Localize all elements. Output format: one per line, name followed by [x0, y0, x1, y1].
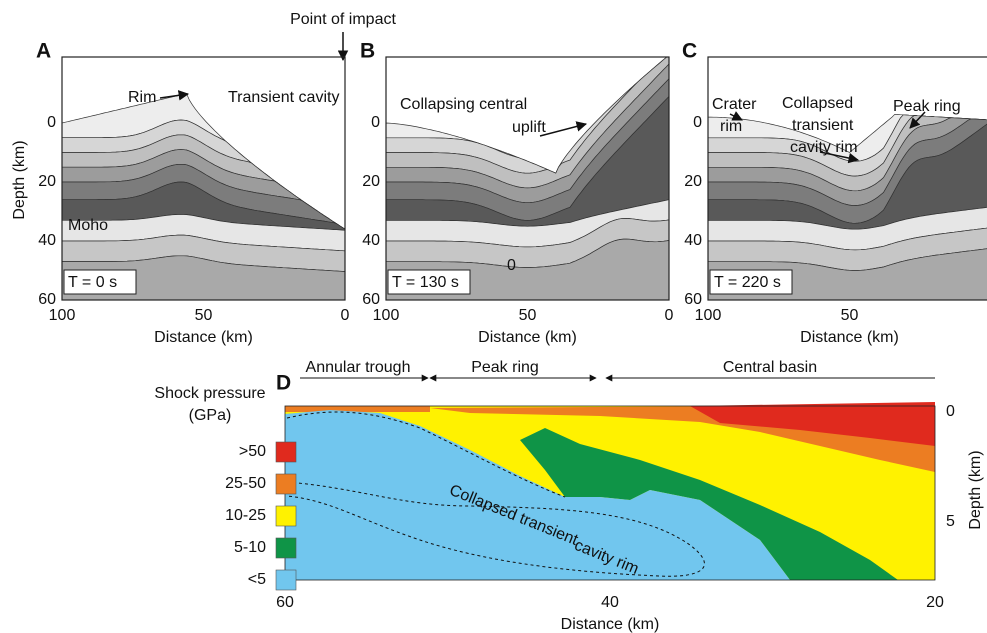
cross-section — [386, 57, 669, 300]
time-box — [63, 269, 137, 295]
panel-frame — [707, 56, 987, 301]
annotation: Rim — [128, 89, 156, 106]
y-tick-label: 0 — [946, 403, 955, 420]
x-axis-label: Distance (km) — [478, 329, 577, 346]
annotation: uplift — [512, 119, 546, 136]
y-tick-label: 40 — [684, 232, 702, 249]
y-tick-label: 60 — [362, 291, 380, 308]
time-label: T = 0 s — [68, 274, 117, 291]
x-tick-label: 100 — [373, 307, 400, 324]
x-tick-label: 0 — [341, 307, 350, 324]
legend-swatch — [275, 473, 297, 495]
annotation: transient — [792, 117, 854, 134]
panel-frame — [385, 56, 670, 301]
legend-swatch — [275, 569, 297, 591]
y-tick-label: 60 — [38, 291, 56, 308]
annotation: rim — [720, 118, 742, 135]
y-axis-label: Depth (km) — [11, 140, 28, 219]
zone-label: Peak ring — [471, 359, 539, 376]
legend-swatch — [275, 505, 297, 527]
pressure-zone — [285, 406, 430, 412]
arrow — [159, 90, 190, 101]
time-box — [387, 269, 471, 295]
y-tick-label: 40 — [362, 232, 380, 249]
arrow — [729, 111, 743, 121]
panel-label: C — [682, 40, 697, 63]
x-axis-label: Distance (km) — [154, 329, 253, 346]
y-tick-label: 40 — [38, 232, 56, 249]
legend-label: >50 — [239, 443, 266, 460]
y-tick-label: 60 — [684, 291, 702, 308]
annotation: Crater — [712, 96, 757, 113]
pressure-zone — [520, 428, 898, 580]
x-axis-label: Distance (km) — [561, 616, 660, 633]
panel-label: D — [276, 372, 291, 395]
annotation: Transient cavity — [228, 89, 339, 106]
annotation: Peak ring — [893, 98, 961, 115]
legend-label: <5 — [248, 571, 266, 588]
legend-label: 25-50 — [225, 475, 266, 492]
panel-label: B — [360, 40, 375, 63]
dashed-boundary — [286, 481, 705, 577]
legend-swatch — [275, 537, 297, 559]
legend-label: 10-25 — [225, 507, 266, 524]
annotation: Moho — [68, 217, 108, 234]
y-axis-label: Depth (km) — [967, 450, 984, 529]
x-tick-label: 50 — [519, 307, 537, 324]
y-tick-label: 0 — [693, 114, 702, 131]
x-tick-label: 40 — [601, 594, 619, 611]
annotation: 0 — [507, 257, 516, 274]
x-tick-label: 20 — [926, 594, 944, 611]
y-tick-label: 5 — [946, 513, 955, 530]
arrow — [539, 121, 588, 137]
panel-label: A — [36, 40, 51, 63]
y-tick-label: 0 — [47, 114, 56, 131]
pressure-zone — [690, 402, 935, 446]
legend-swatch — [275, 441, 297, 463]
impact-label: Point of impact — [290, 11, 396, 28]
time-label: T = 220 s — [714, 274, 781, 291]
time-label: T = 130 s — [392, 274, 459, 291]
annotation: Collapsing central — [400, 96, 527, 113]
legend-label: 5-10 — [234, 539, 266, 556]
legend-title: (GPa) — [189, 407, 232, 424]
x-tick-label: 0 — [665, 307, 674, 324]
arrow — [819, 151, 860, 164]
pressure-zone — [285, 410, 790, 580]
y-tick-label: 0 — [371, 114, 380, 131]
time-box — [709, 269, 793, 295]
y-tick-label: 20 — [38, 173, 56, 190]
x-tick-label: 60 — [276, 594, 294, 611]
zone-label: Central basin — [723, 359, 817, 376]
zone-label: Annular trough — [306, 359, 411, 376]
x-axis-label: Distance (km) — [800, 329, 899, 346]
panel-frame — [61, 56, 346, 301]
annotation: Collapsed — [782, 95, 853, 112]
arrow — [909, 111, 926, 129]
x-tick-label: 100 — [49, 307, 76, 324]
x-tick-label: 100 — [695, 307, 722, 324]
x-tick-label: 50 — [195, 307, 213, 324]
annotation: cavity rim — [790, 139, 858, 156]
legend-title: Shock pressure — [154, 385, 265, 402]
x-tick-label: 50 — [841, 307, 859, 324]
y-tick-label: 20 — [362, 173, 380, 190]
y-tick-label: 20 — [684, 173, 702, 190]
